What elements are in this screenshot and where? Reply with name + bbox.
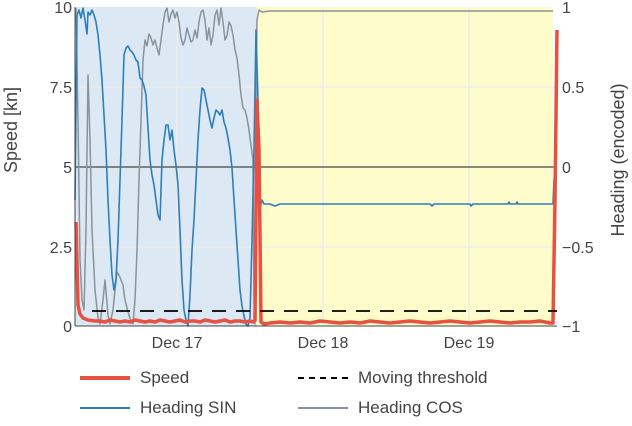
right-tick-labels: −1 −0.5 0 0.5 1 — [562, 0, 594, 336]
left-tick-2-5: 2.5 — [50, 240, 72, 257]
speed-line — [74, 29, 559, 326]
left-tick-10: 10 — [54, 0, 72, 17]
threshold-swatch-icon — [298, 371, 348, 385]
sin-swatch-icon — [80, 401, 130, 415]
legend-label-threshold: Moving threshold — [358, 368, 488, 387]
legend-label-cos: Heading COS — [358, 398, 463, 417]
right-axis-title: Heading (encoded) — [608, 83, 628, 236]
right-tick-0-5: 0.5 — [562, 80, 584, 97]
right-tick-neg1: −1 — [562, 319, 580, 336]
cos-swatch-icon — [298, 401, 348, 415]
legend-label-speed: Speed — [140, 368, 190, 387]
legend-item-threshold: Moving threshold — [298, 368, 487, 388]
right-tick-neg0-5: −0.5 — [562, 240, 594, 257]
x-tick-labels: Dec 17 Dec 18 Dec 19 — [152, 335, 495, 352]
heading-cos-line — [75, 7, 553, 325]
right-tick-0: 0 — [562, 160, 571, 177]
right-tick-1: 1 — [562, 0, 571, 17]
legend-item-sin: Heading SIN — [80, 398, 236, 418]
left-tick-0: 0 — [63, 319, 72, 336]
heading-sin-line — [74, 7, 557, 327]
speed-swatch-icon — [80, 371, 130, 385]
legend-item-speed: Speed — [80, 368, 189, 388]
legend: Speed Moving threshold Heading SIN Headi… — [80, 368, 560, 426]
left-tick-labels: 0 2.5 5 7.5 10 — [50, 0, 72, 336]
left-tick-5: 5 — [63, 160, 72, 177]
x-tick-dec18: Dec 18 — [298, 335, 349, 352]
legend-item-cos: Heading COS — [298, 398, 463, 418]
left-tick-7-5: 7.5 — [50, 80, 72, 97]
legend-label-sin: Heading SIN — [140, 398, 237, 417]
x-tick-dec17: Dec 17 — [152, 335, 203, 352]
left-axis-title: Speed [kn] — [1, 87, 21, 173]
x-tick-dec19: Dec 19 — [444, 335, 495, 352]
